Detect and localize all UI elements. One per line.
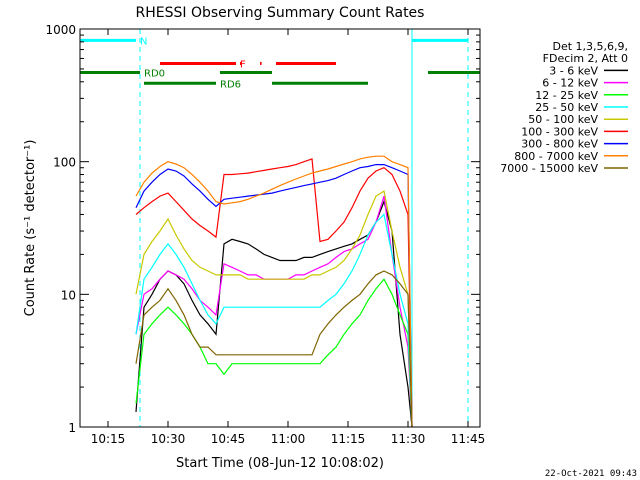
legend: Det 1,3,5,6,9,FDecim 2, Att 03 - 6 keV6 … <box>500 40 628 175</box>
legend-entry-label-5: 100 - 300 keV <box>521 125 598 138</box>
state-bar-label-0: N <box>140 36 147 47</box>
legend-entry-label-4: 50 - 100 keV <box>528 113 598 126</box>
legend-entry-label-1: 6 - 12 keV <box>542 77 598 90</box>
series-line-5 <box>135 158 413 428</box>
axes: 10:15 10:30 10:45 11:00 11:15 11:30 11:45 1 10 10… <box>45 23 485 446</box>
legend-entry-label-2: 12 - 25 keV <box>535 89 598 102</box>
series-line-4 <box>135 190 413 428</box>
x-tick-label-0: 10:15 <box>91 432 126 446</box>
x-tick-label-1: 10:30 <box>151 432 186 446</box>
y-axis-label: Count Rate (s⁻¹ detector⁻¹) <box>23 140 38 317</box>
footer-timestamp: 22-Oct-2021 09:43 <box>545 469 637 479</box>
legend-entry-label-3: 25 - 50 keV <box>535 101 598 114</box>
plot-area: N F RD0 RD6 <box>79 29 480 428</box>
state-bar-label-1: F <box>240 59 246 70</box>
plot-frame <box>79 28 481 428</box>
x-tick-label-4: 11:15 <box>331 432 366 446</box>
x-tick-label-2: 10:45 <box>211 432 246 446</box>
series-line-6 <box>135 164 413 428</box>
x-tick-label-3: 11:00 <box>271 432 306 446</box>
state-bar-label-3: RD6 <box>220 79 241 90</box>
series-line-2 <box>135 278 413 428</box>
legend-entry-label-7: 800 - 7000 keV <box>514 150 598 163</box>
state-bar-label-2: RD0 <box>144 69 165 80</box>
y-tick-label-0: 1 <box>68 421 76 435</box>
x-tick-label-6: 11:45 <box>451 432 486 446</box>
y-tick-label-1: 10 <box>61 288 76 302</box>
y-tick-label-3: 1000 <box>45 23 76 37</box>
x-tick-label-5: 11:30 <box>391 432 426 446</box>
legend-entry-label-8: 7000 - 15000 keV <box>500 162 598 175</box>
y-tick-label-2: 100 <box>53 156 76 170</box>
legend-header-1: FDecim 2, Att 0 <box>543 52 628 65</box>
series-line-7 <box>135 155 413 428</box>
series-line-8 <box>135 270 413 428</box>
x-axis-label: Start Time (08-Jun-12 10:08:02) <box>176 456 384 471</box>
legend-entry-label-0: 3 - 6 keV <box>549 64 598 77</box>
legend-header-0: Det 1,3,5,6,9, <box>552 40 628 53</box>
legend-entry-label-6: 300 - 800 keV <box>521 138 598 151</box>
chart-title: RHESSI Observing Summary Count Rates <box>136 5 425 21</box>
series-line-3 <box>135 213 413 428</box>
